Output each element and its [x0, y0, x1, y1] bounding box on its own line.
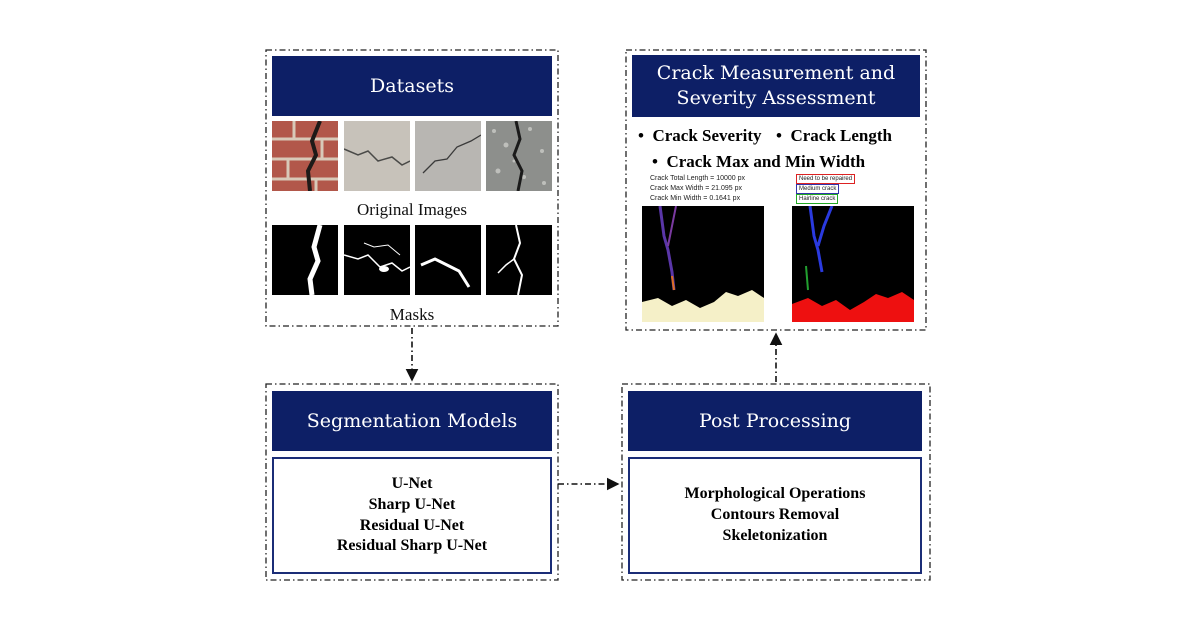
mask-image-2 [344, 225, 410, 295]
legend-medium-crack: Medium crack [796, 184, 840, 194]
segmentation-title: Segmentation Models [306, 409, 518, 432]
legend-hairline-crack: Hairline crack [796, 194, 839, 204]
step-morphological: Morphological Operations [684, 485, 866, 503]
mask-image-4 [486, 225, 552, 295]
bullet-crack-width: • Crack Max and Min Width [652, 152, 866, 171]
bullet-crack-length: • Crack Length [776, 126, 892, 145]
step-skeletonization: Skeletonization [722, 526, 828, 544]
bullet-crack-severity: • Crack Severity [638, 126, 762, 145]
postprocessing-header: Post Processing [628, 391, 922, 451]
original-image-concrete-1 [344, 121, 410, 191]
model-residual-unet: Residual U-Net [359, 516, 465, 534]
mask-image-1 [272, 225, 338, 295]
measurement-panel-frame [625, 49, 927, 331]
datasets-title: Datasets [370, 74, 454, 97]
mask-image-3 [415, 225, 481, 295]
original-image-brick [272, 121, 338, 191]
model-unet: U-Net [391, 474, 433, 492]
measurement-title-line1: Crack Measurement and [656, 62, 896, 85]
stat-total-length: Crack Total Length = 10000 px [650, 175, 746, 182]
postprocessing-title: Post Processing [698, 409, 852, 432]
segmentation-panel-frame [265, 383, 559, 581]
original-image-concrete-2 [415, 121, 481, 191]
postprocessing-steps-list: Morphological Operations Contours Remova… [628, 457, 922, 574]
measurement-header: Crack Measurement and Severity Assessmen… [632, 55, 920, 117]
stat-max-width: Crack Max Width = 21.095 px [650, 185, 743, 192]
datasets-header: Datasets [272, 56, 552, 116]
segmentation-models-list: U-Net Sharp U-Net Residual U-Net Residua… [272, 457, 552, 574]
original-images-caption: Original Images [357, 200, 467, 219]
postprocessing-panel-frame [621, 383, 931, 581]
severity-result-image [792, 206, 914, 322]
measurement-result-image [642, 206, 764, 322]
segmentation-header: Segmentation Models [272, 391, 552, 451]
original-image-asphalt [486, 121, 552, 191]
model-sharp-unet: Sharp U-Net [368, 495, 456, 513]
stat-min-width: Crack Min Width = 0.1641 px [650, 195, 741, 202]
masks-caption: Masks [389, 305, 435, 324]
step-contours-removal: Contours Removal [710, 506, 840, 524]
legend-need-repair: Need to be repaired [796, 174, 856, 184]
measurement-title-line2: Severity Assessment [676, 87, 876, 109]
model-residual-sharp-unet: Residual Sharp U-Net [336, 537, 488, 555]
